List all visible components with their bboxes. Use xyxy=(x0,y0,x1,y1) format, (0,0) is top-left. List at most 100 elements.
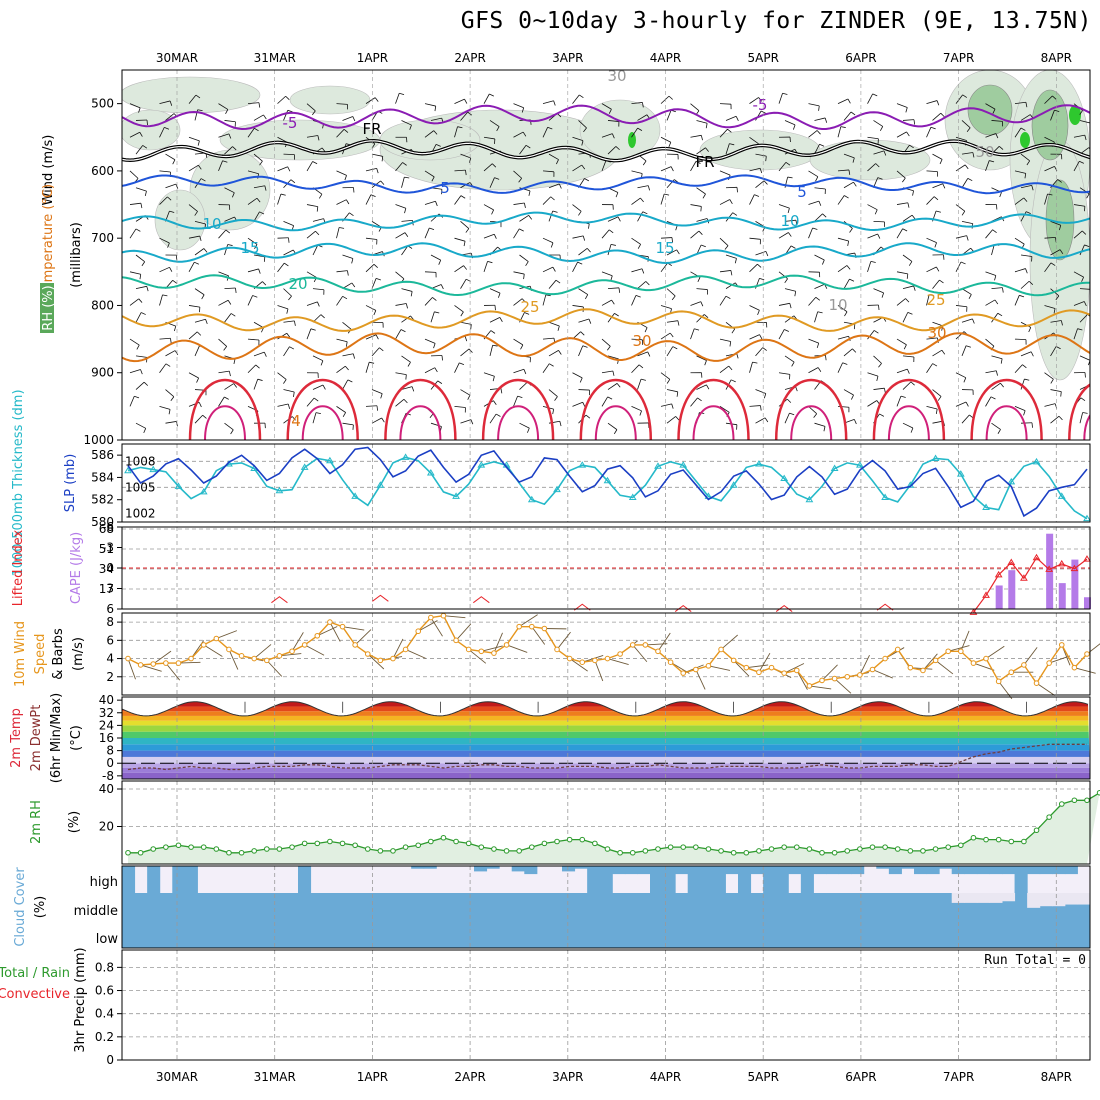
wind-barb xyxy=(1020,114,1031,121)
li-axis-label: Lifted Index xyxy=(11,529,26,606)
rh-shading-peak xyxy=(1020,132,1030,148)
cloud-high-bar xyxy=(298,866,312,893)
wind-barb xyxy=(784,315,795,323)
wind-barb-flag xyxy=(519,228,524,232)
wind-frame xyxy=(121,612,1091,696)
wind-barb xyxy=(572,94,580,104)
wind-barb xyxy=(690,230,700,239)
wind-barb xyxy=(902,214,913,222)
wind-barb xyxy=(283,346,290,357)
wind-barb-flag xyxy=(225,109,229,115)
wind-barb-flag xyxy=(1000,358,1003,364)
wind-barb xyxy=(454,362,460,373)
isotherm-15 xyxy=(122,242,1090,265)
wind-barb xyxy=(902,355,914,358)
wind-barb-flag xyxy=(963,377,967,383)
wind-barb-flag xyxy=(1028,327,1032,333)
rh-point xyxy=(819,849,825,856)
wind-barb-flag xyxy=(789,303,792,309)
wind-barb xyxy=(926,170,938,173)
wind-barb xyxy=(165,421,177,424)
isotherm-35 xyxy=(286,378,359,440)
wind-barb xyxy=(814,422,826,427)
isotherm-40 xyxy=(887,405,930,440)
wind-barb xyxy=(1073,161,1080,172)
rh-point xyxy=(958,842,964,849)
wind-barb xyxy=(424,227,430,239)
wind-barb xyxy=(778,204,790,209)
wind-barb xyxy=(932,321,944,327)
wind-barb xyxy=(991,313,999,323)
wind-barb xyxy=(194,220,206,225)
wind-speed-point xyxy=(983,655,989,662)
wind-barb xyxy=(283,288,292,297)
wind-barb-flag xyxy=(1024,173,1027,179)
wind-barb xyxy=(867,204,878,211)
wind-barb-flag xyxy=(345,341,348,347)
rh-point xyxy=(289,844,295,850)
wind-barb-flag xyxy=(610,275,613,281)
wind-barb xyxy=(483,261,488,272)
wind-barb-flag xyxy=(1019,294,1025,298)
wind-barb-flag xyxy=(697,397,702,402)
wind-barb-flag xyxy=(579,94,584,99)
wind-barb-flag xyxy=(345,365,349,371)
wind-barb xyxy=(631,102,643,105)
wind-barb-flag xyxy=(470,324,472,330)
cloud-high-bar xyxy=(838,866,852,875)
cloud-high-bar xyxy=(172,866,186,893)
contour-label: 10 xyxy=(828,296,847,314)
cloud-high-bar xyxy=(675,866,689,875)
rh-point xyxy=(655,846,661,852)
bottom-date-label: 5APR xyxy=(747,1070,778,1084)
wind-barb xyxy=(837,237,849,242)
wind-barb xyxy=(808,130,818,138)
wind-barb-flag xyxy=(812,227,818,230)
wind-barb-flag xyxy=(1082,412,1088,414)
wind-barb xyxy=(513,170,522,179)
rh-point xyxy=(579,836,586,843)
wind-barb xyxy=(454,305,464,313)
rh-legend-label: RH (%) xyxy=(41,285,56,330)
wind-barb-flag xyxy=(960,261,966,265)
wind-barb xyxy=(961,288,972,295)
wind-barb-flag xyxy=(1025,102,1028,108)
wind-barb-flag xyxy=(853,324,856,330)
temp-bands xyxy=(122,701,1090,779)
wind-speed-point xyxy=(478,648,485,655)
wind-barb-flag xyxy=(399,92,405,96)
wind-barb xyxy=(955,401,967,407)
wind-barb-flag xyxy=(1079,110,1083,115)
wind-barb xyxy=(896,131,907,138)
wind-barb xyxy=(637,351,648,357)
cloud-high-bar xyxy=(612,866,626,875)
barb xyxy=(720,634,738,650)
temp-tick-label: 40 xyxy=(99,693,114,707)
barb xyxy=(859,654,870,676)
cloud-high-bar xyxy=(624,866,638,875)
wind-barb xyxy=(749,263,758,273)
cloud-high-bar xyxy=(1027,866,1041,875)
wind-barb xyxy=(159,337,171,340)
rh-point xyxy=(175,842,182,849)
wind-barb-flag xyxy=(846,265,851,270)
wind-barb-flag xyxy=(791,361,795,367)
wind-barb xyxy=(513,228,520,239)
barb xyxy=(872,669,893,679)
minmax-axis-label: (6hr Min/Max) xyxy=(49,693,64,783)
wind-barb-flag xyxy=(853,181,857,187)
wind-barb xyxy=(1073,204,1085,207)
li-point xyxy=(1045,565,1054,572)
wind-barb-flag xyxy=(840,126,846,128)
wind-speed-point xyxy=(958,648,964,655)
wind-barb-flag xyxy=(1084,244,1090,248)
wind-barb-flag xyxy=(290,179,296,184)
wind-barb xyxy=(749,237,761,240)
wind-barb-flag xyxy=(1077,328,1083,331)
isotherm-40 xyxy=(790,405,833,440)
wind-barb-flag xyxy=(173,326,177,332)
rh-point xyxy=(756,848,762,854)
cloud-high-bar xyxy=(826,866,840,875)
wind-barb-flag xyxy=(903,344,907,350)
wind-barb-flag xyxy=(199,235,202,241)
